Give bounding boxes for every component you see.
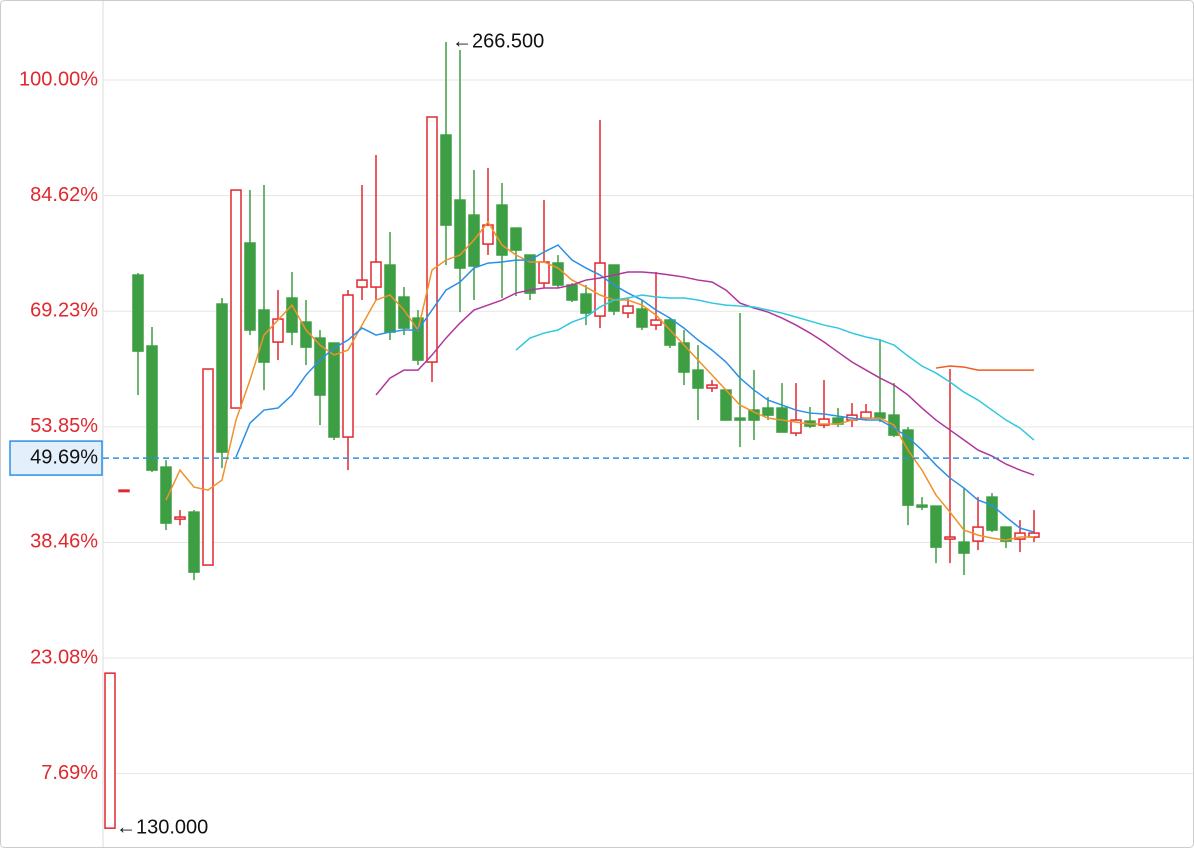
- candle-body: [160, 466, 172, 524]
- moving-average-line: [165, 220, 1034, 541]
- candle-body: [398, 296, 410, 329]
- candle-body: [370, 261, 382, 288]
- candle-body: [230, 189, 242, 409]
- candle-body: [930, 505, 942, 548]
- moving-average-line: [515, 294, 1035, 441]
- candle-body: [510, 227, 522, 251]
- candle-body: [580, 293, 592, 314]
- candle-body: [650, 319, 662, 326]
- candle-body: [342, 294, 354, 438]
- candle-body: [286, 297, 298, 333]
- candle-body: [356, 279, 368, 288]
- candle-body: [874, 412, 886, 419]
- candle-body: [412, 317, 424, 361]
- candle-body: [188, 511, 200, 573]
- candle-body: [636, 308, 648, 328]
- candle-body: [748, 409, 760, 421]
- candle-body: [538, 261, 550, 284]
- candle-body: [440, 134, 452, 226]
- y-tick-label: 84.62%: [30, 184, 98, 206]
- candle-body: [692, 369, 704, 389]
- moving-average-line: [935, 365, 1034, 371]
- candle-body: [314, 337, 326, 396]
- y-tick-label: 69.23%: [30, 300, 98, 322]
- candle-body: [1000, 526, 1012, 542]
- candle-body: [132, 274, 144, 352]
- max-annotation: ←266.500: [452, 30, 544, 52]
- candle-body: [426, 116, 438, 363]
- min-annotation: ←130.000: [116, 816, 208, 838]
- candle-body: [594, 262, 606, 317]
- moving-average-line: [375, 271, 1035, 476]
- candle-body: [818, 418, 830, 426]
- candle-body: [944, 536, 956, 540]
- candle-body: [454, 199, 466, 269]
- candle-body: [762, 407, 774, 416]
- candle-body: [566, 284, 578, 301]
- candle-body: [958, 541, 970, 554]
- candle-body: [118, 489, 130, 493]
- candle-body: [328, 342, 340, 438]
- y-tick-label: 100.00%: [19, 68, 98, 90]
- y-tick-label: 53.85%: [30, 415, 98, 437]
- y-tick-label: 7.69%: [41, 762, 98, 784]
- candle-body: [146, 345, 158, 471]
- candle-body: [916, 504, 928, 508]
- candle-body: [272, 318, 284, 343]
- candle-body: [986, 496, 998, 531]
- candle-body: [664, 319, 676, 346]
- candle-body: [790, 419, 802, 434]
- candle-body: [524, 254, 536, 294]
- candle-body: [104, 672, 116, 829]
- candle-body: [706, 384, 718, 389]
- candle-body: [496, 204, 508, 256]
- candle-body: [734, 417, 746, 421]
- candle-body: [678, 342, 690, 373]
- candle-body: [216, 303, 228, 453]
- candle-body: [244, 242, 256, 331]
- candle-body: [174, 516, 186, 520]
- current-value-label: 49.69%: [30, 446, 98, 468]
- candle-body: [860, 411, 872, 419]
- candle-body: [622, 305, 634, 314]
- candle-body: [608, 264, 620, 312]
- y-tick-label: 23.08%: [30, 646, 98, 668]
- candle-body: [1014, 532, 1026, 540]
- candle-body: [552, 262, 564, 286]
- current-value-box: [9, 440, 103, 476]
- candle-body: [202, 368, 214, 566]
- y-tick-label: 38.46%: [30, 531, 98, 553]
- candle-body: [902, 429, 914, 506]
- candle-body: [482, 224, 494, 245]
